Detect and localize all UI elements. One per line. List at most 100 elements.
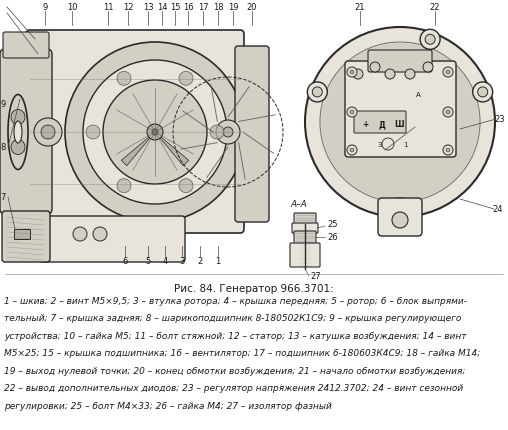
Circle shape	[350, 71, 354, 75]
Text: 4: 4	[163, 257, 168, 266]
Circle shape	[34, 119, 62, 147]
Text: 9: 9	[42, 3, 48, 12]
Text: 26: 26	[327, 233, 338, 242]
Circle shape	[305, 28, 495, 218]
FancyBboxPatch shape	[378, 199, 422, 236]
FancyBboxPatch shape	[3, 33, 49, 59]
Circle shape	[443, 146, 453, 156]
Text: 5: 5	[145, 257, 151, 266]
Text: 16: 16	[183, 3, 194, 12]
Circle shape	[65, 43, 245, 222]
Circle shape	[83, 61, 227, 205]
Text: 19: 19	[228, 3, 238, 12]
FancyBboxPatch shape	[294, 214, 316, 225]
Circle shape	[392, 212, 408, 228]
FancyBboxPatch shape	[345, 62, 456, 158]
Text: устройства; 10 – гайка М5; 11 – болт стяжной; 12 – статор; 13 – катушка возбужде: устройства; 10 – гайка М5; 11 – болт стя…	[4, 331, 466, 340]
Text: 15: 15	[170, 3, 180, 12]
FancyBboxPatch shape	[294, 231, 316, 246]
Circle shape	[443, 68, 453, 78]
Circle shape	[347, 108, 357, 118]
Circle shape	[321, 44, 479, 202]
FancyBboxPatch shape	[0, 50, 52, 215]
Circle shape	[446, 149, 450, 153]
Text: 14: 14	[157, 3, 167, 12]
Text: 3: 3	[179, 257, 185, 266]
Circle shape	[117, 179, 131, 193]
Text: регулировки; 25 – болт М4×33; 26 – гайка М4; 27 – изолятор фазный: регулировки; 25 – болт М4×33; 26 – гайка…	[4, 401, 332, 410]
Text: тельный; 7 – крышка задняя; 8 – шарикоподшипник 8-180502К1С9; 9 – крышка регулир: тельный; 7 – крышка задняя; 8 – шарикопо…	[4, 314, 461, 323]
Text: 22: 22	[430, 3, 440, 12]
Text: 25: 25	[327, 220, 337, 229]
Circle shape	[117, 72, 131, 86]
Circle shape	[86, 126, 100, 140]
Text: Д: Д	[378, 120, 386, 129]
Ellipse shape	[14, 122, 22, 144]
Ellipse shape	[11, 110, 25, 125]
Text: 6: 6	[122, 257, 128, 266]
Circle shape	[223, 128, 233, 138]
Circle shape	[179, 72, 193, 86]
Text: А–А: А–А	[290, 200, 307, 209]
Circle shape	[425, 35, 435, 45]
Circle shape	[312, 88, 322, 98]
FancyBboxPatch shape	[354, 112, 406, 134]
Text: А: А	[416, 92, 421, 98]
Text: 27: 27	[310, 272, 321, 281]
FancyBboxPatch shape	[368, 51, 432, 73]
Text: 8: 8	[1, 143, 6, 152]
Text: 24: 24	[493, 205, 503, 214]
Text: М5×25; 15 – крышка подшипника; 16 – вентилятор; 17 – подшипник 6-180603К4С9; 18 : М5×25; 15 – крышка подшипника; 16 – вент…	[4, 349, 480, 358]
FancyBboxPatch shape	[26, 31, 244, 233]
Circle shape	[103, 81, 207, 184]
Text: 17: 17	[198, 3, 208, 12]
Circle shape	[405, 70, 415, 80]
FancyBboxPatch shape	[292, 224, 318, 233]
Circle shape	[370, 63, 380, 73]
Circle shape	[478, 88, 488, 98]
Polygon shape	[155, 133, 188, 166]
Text: 21: 21	[355, 3, 365, 12]
Text: 11: 11	[103, 3, 113, 12]
Ellipse shape	[11, 140, 25, 155]
FancyBboxPatch shape	[290, 243, 320, 267]
Text: 10: 10	[67, 3, 77, 12]
Text: 13: 13	[143, 3, 153, 12]
Circle shape	[443, 108, 453, 118]
Circle shape	[420, 30, 440, 50]
Text: 1 – шкив; 2 – винт М5×9,5; 3 – втулка ротора; 4 – крышка передняя; 5 – ротор; 6 : 1 – шкив; 2 – винт М5×9,5; 3 – втулка ро…	[4, 296, 467, 305]
Circle shape	[395, 206, 405, 215]
Circle shape	[210, 126, 224, 140]
Circle shape	[446, 111, 450, 115]
Circle shape	[350, 149, 354, 153]
Circle shape	[388, 199, 412, 222]
Text: 1: 1	[403, 141, 407, 147]
Circle shape	[216, 121, 240, 144]
Bar	[14, 230, 30, 240]
Text: 18: 18	[213, 3, 224, 12]
Text: Рис. 84. Генератор 966.3701:: Рис. 84. Генератор 966.3701:	[174, 283, 334, 293]
Circle shape	[472, 83, 493, 103]
Circle shape	[353, 70, 363, 80]
Circle shape	[179, 179, 193, 193]
FancyBboxPatch shape	[2, 212, 50, 262]
Circle shape	[73, 227, 87, 241]
Circle shape	[307, 83, 327, 103]
Text: 7: 7	[1, 193, 6, 202]
Text: 23: 23	[495, 115, 505, 124]
Circle shape	[423, 63, 433, 73]
Circle shape	[385, 70, 395, 80]
Circle shape	[93, 227, 107, 241]
Text: 20: 20	[247, 3, 257, 12]
Text: +: +	[362, 120, 368, 129]
Polygon shape	[121, 133, 155, 166]
Text: 12: 12	[123, 3, 133, 12]
Bar	[225, 128, 245, 138]
Text: 19 – выход нулевой точки; 20 – конец обмотки возбуждения; 21 – начало обмотки во: 19 – выход нулевой точки; 20 – конец обм…	[4, 366, 465, 375]
Circle shape	[41, 126, 55, 140]
Text: 1: 1	[215, 257, 220, 266]
Circle shape	[347, 146, 357, 156]
FancyBboxPatch shape	[235, 47, 269, 222]
Text: 22 – вывод дополнительных диодов; 23 – регулятор напряжения 2412.3702; 24 – винт: 22 – вывод дополнительных диодов; 23 – р…	[4, 384, 463, 393]
Circle shape	[147, 125, 163, 141]
